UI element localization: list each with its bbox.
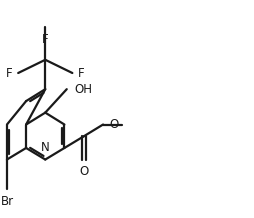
Text: O: O: [109, 118, 118, 131]
Text: OH: OH: [75, 83, 93, 96]
Text: N: N: [41, 141, 50, 154]
Text: Br: Br: [1, 195, 13, 208]
Text: F: F: [78, 66, 85, 80]
Text: O: O: [79, 165, 88, 179]
Text: F: F: [6, 66, 12, 80]
Text: F: F: [42, 33, 49, 46]
